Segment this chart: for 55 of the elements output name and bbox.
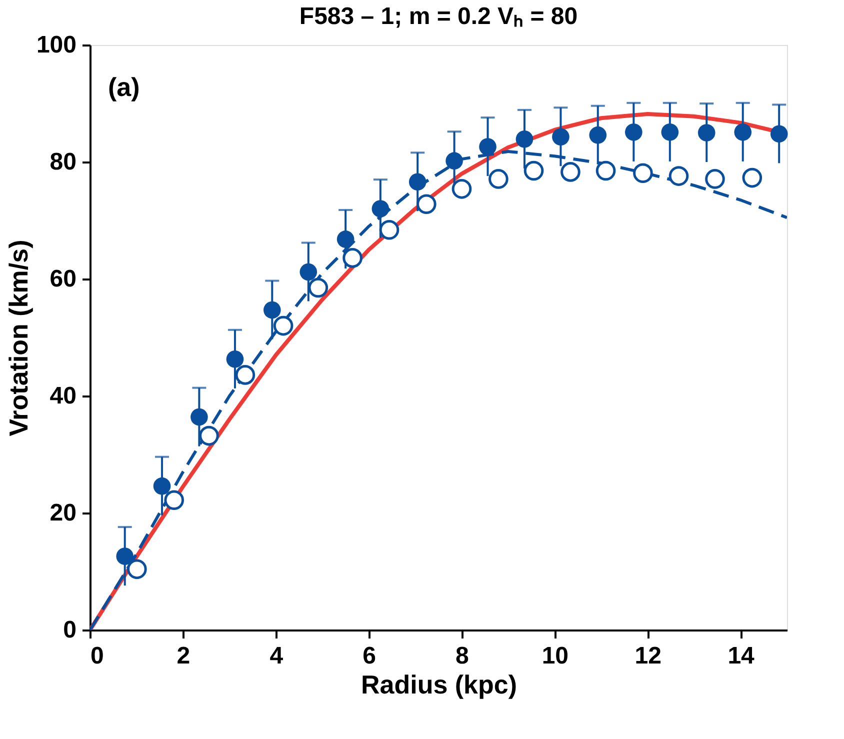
x-tick-label: 8 <box>456 642 469 670</box>
point <box>199 426 219 446</box>
y-tick-label: 100 <box>36 32 76 58</box>
x-tick-label: 6 <box>362 642 376 670</box>
point <box>116 548 134 565</box>
point <box>734 124 752 141</box>
point <box>226 350 244 368</box>
x-tick-label: 2 <box>176 642 190 670</box>
x-tick-label: 12 <box>634 642 662 670</box>
x-tick-label: 14 <box>728 642 756 670</box>
point <box>408 173 426 191</box>
chart-title: F583 – 1; m = 0.2 Vₕ = 80 <box>299 3 578 30</box>
annotation: (a) <box>108 72 140 102</box>
point <box>552 128 570 146</box>
point <box>308 278 328 298</box>
y-axis-title: Vrotation (km/s) <box>3 240 34 436</box>
x-axis-title: Radius (kpc) <box>360 670 518 700</box>
point <box>705 169 725 189</box>
point <box>516 130 534 148</box>
x-tick-label: 4 <box>270 642 284 670</box>
point <box>153 477 171 495</box>
x-tick-label: 10 <box>542 642 569 670</box>
point <box>524 160 544 181</box>
point <box>625 124 642 141</box>
point <box>235 365 256 385</box>
point <box>479 138 496 156</box>
point <box>452 179 472 199</box>
point <box>560 162 580 182</box>
point <box>596 160 616 181</box>
point <box>300 263 318 281</box>
point <box>372 200 390 218</box>
point <box>164 490 184 510</box>
point <box>127 559 147 580</box>
point <box>342 248 362 268</box>
point <box>336 230 354 248</box>
y-tick-label: 0 <box>63 616 76 644</box>
point <box>589 126 607 144</box>
point <box>416 194 436 214</box>
point <box>379 220 400 240</box>
y-tick-label: 40 <box>50 382 76 410</box>
y-tick-label: 80 <box>50 148 76 176</box>
point <box>698 124 716 142</box>
point <box>488 169 508 189</box>
point <box>770 125 788 143</box>
y-tick-label: 20 <box>50 500 76 526</box>
y-tick-label: 60 <box>50 266 76 292</box>
point <box>273 316 294 336</box>
point <box>633 163 653 184</box>
point <box>661 124 679 141</box>
point <box>263 301 281 319</box>
point <box>742 168 762 188</box>
point <box>446 152 463 170</box>
point <box>668 166 689 186</box>
point <box>190 408 208 426</box>
x-tick-label: 0 <box>90 642 104 670</box>
